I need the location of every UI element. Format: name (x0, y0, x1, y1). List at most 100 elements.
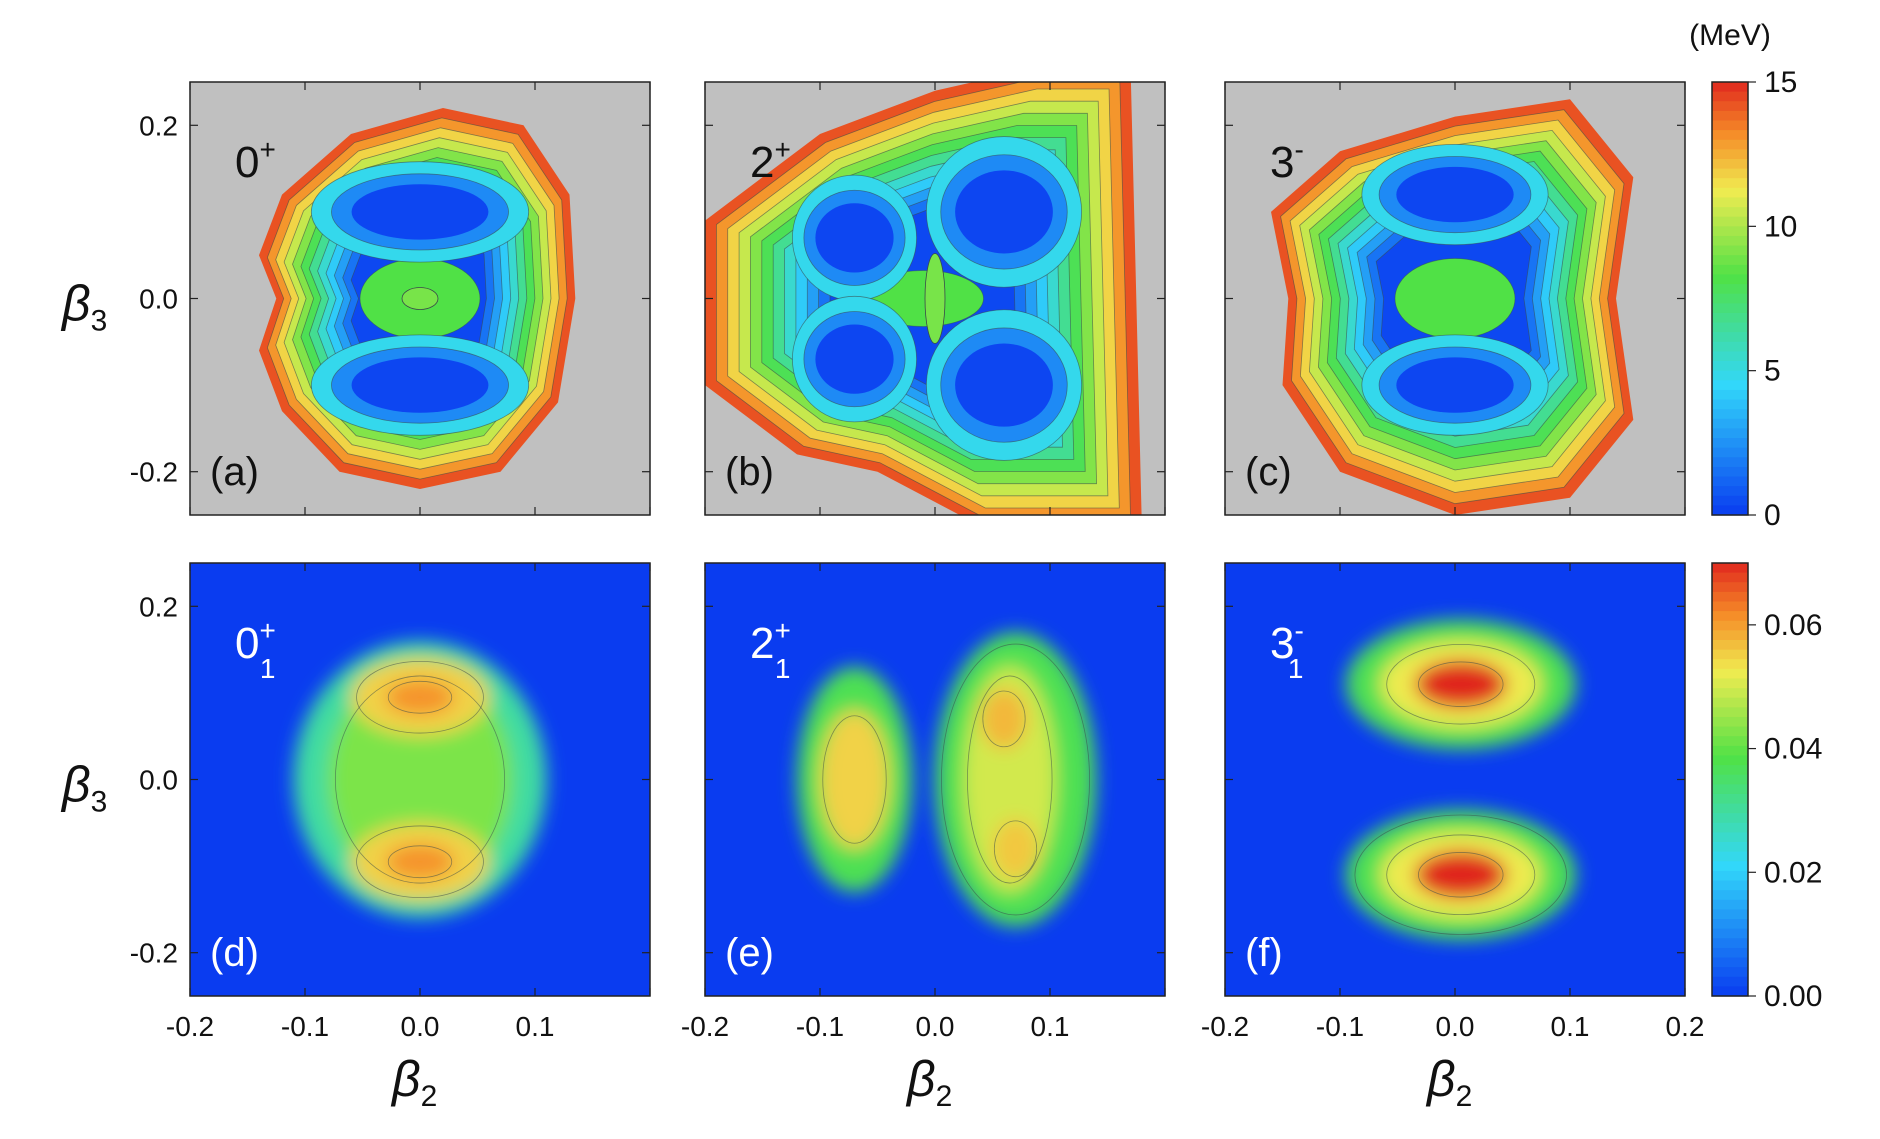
colorbar-step (1712, 82, 1748, 93)
colorbar-step (1712, 899, 1748, 910)
minimum (1396, 166, 1514, 223)
pes-panel-c (1225, 82, 1685, 515)
y-tick-label: 0.2 (139, 591, 178, 622)
state-parity: + (259, 615, 275, 646)
y-tick-label: -0.2 (130, 457, 178, 488)
minimum (955, 343, 1053, 427)
colorbar-step (1712, 707, 1748, 718)
minimum (351, 184, 489, 240)
pes-panel-b (705, 82, 1165, 515)
colorbar-step (1712, 745, 1748, 757)
y-axis-subscript: 3 (91, 786, 108, 819)
x-tick-label: 0.2 (1666, 1011, 1705, 1042)
x-tick-label: 0.1 (1031, 1011, 1070, 1042)
x-tick-label: 0.0 (916, 1011, 955, 1042)
colorbar-step (1712, 322, 1748, 333)
colorbar-step (1712, 890, 1748, 901)
colorbar-step (1712, 428, 1748, 439)
density-contour (1418, 852, 1504, 898)
state-label: 3- (1270, 134, 1304, 187)
colorbar-step (1712, 639, 1748, 651)
density-halo (293, 640, 547, 919)
colorbar-step (1712, 861, 1748, 872)
colorbar-step (1712, 909, 1748, 920)
colorbar-step (1712, 572, 1748, 583)
colorbar-step (1712, 389, 1748, 401)
panel-label: (e) (725, 931, 774, 975)
colorbar-step (1712, 139, 1748, 150)
colorbar-density: 0.06 0.04 0.02 0.00 (1711, 562, 1822, 1013)
state-index: 1 (1288, 653, 1304, 684)
state-value: 2 (750, 138, 774, 187)
colorbar-tick-label: 0.00 (1764, 980, 1822, 1013)
panel-label: (f) (1245, 931, 1283, 975)
x-axis-symbol: β (905, 1051, 936, 1107)
colorbar-step (1712, 630, 1748, 641)
x-axis-label: β2 (905, 1051, 952, 1113)
colorbar-step (1712, 380, 1748, 391)
density-region (992, 818, 1039, 880)
colorbar-energy: 15 10 5 0 (1711, 66, 1797, 532)
density-contour (993, 820, 1038, 878)
x-tick-label: -0.2 (681, 1011, 729, 1042)
colorbar-step (1712, 466, 1748, 478)
colorbar-step (1712, 457, 1748, 468)
colorbar-step (1712, 476, 1748, 487)
y-axis-label: β3 (60, 757, 107, 819)
colorbar-step (1712, 149, 1748, 160)
density-region (1414, 850, 1507, 900)
colorbar-step (1712, 120, 1748, 131)
x-tick-label: -0.1 (1316, 1011, 1364, 1042)
colorbar-step (1712, 774, 1748, 785)
colorbar-frame (1711, 81, 1749, 516)
y-tick-label: 0.0 (139, 765, 178, 796)
x-tick-label: -0.2 (166, 1011, 214, 1042)
density-contour (1386, 834, 1536, 915)
colorbar-step (1712, 947, 1748, 959)
state-value: 0 (235, 138, 259, 187)
x-axis-label: β2 (390, 1051, 437, 1113)
colorbar-step (1712, 928, 1748, 939)
local-maximum (401, 287, 439, 310)
colorbar-step (1712, 986, 1748, 997)
colorbar-tick-label: 0.02 (1764, 856, 1822, 889)
state-value: 0 (235, 619, 259, 668)
colorbar-step (1712, 91, 1748, 102)
panel-label: (a) (210, 450, 259, 494)
colorbar-step (1712, 197, 1748, 208)
colorbar-step (1712, 293, 1748, 304)
colorbar-step (1712, 255, 1748, 266)
colorbar-step (1712, 822, 1748, 834)
colorbar-step (1712, 235, 1748, 247)
colorbar-step (1712, 591, 1748, 603)
colorbar-step (1712, 438, 1748, 449)
density-contour (356, 825, 484, 899)
colorbar-step (1712, 668, 1748, 680)
density-contour (941, 643, 1090, 916)
y-tick-label: 0.0 (139, 284, 178, 315)
colorbar-step (1712, 697, 1748, 708)
x-tick-label: -0.1 (796, 1011, 844, 1042)
colorbar-step (1712, 726, 1748, 737)
density-panel-e (705, 563, 1165, 996)
colorbar-step (1712, 813, 1748, 824)
pes-panel-a (190, 82, 650, 515)
colorbar-step (1712, 226, 1748, 237)
state-value: 2 (750, 619, 774, 668)
state-parity: + (774, 615, 790, 646)
colorbar-step (1712, 312, 1748, 324)
colorbar-step (1712, 486, 1748, 497)
colorbar-step (1712, 409, 1748, 420)
density-halo (797, 632, 1096, 927)
density-contour (1354, 814, 1567, 935)
colorbar-step (1712, 803, 1748, 814)
colorbar-step (1712, 361, 1748, 372)
colorbar-step (1712, 563, 1748, 574)
colorbar-step (1712, 495, 1748, 506)
density-contour (387, 680, 453, 714)
colorbar-tick-label: 10 (1764, 210, 1797, 243)
colorbar-step (1712, 399, 1748, 410)
x-axis-label: β2 (1425, 1051, 1472, 1113)
density-halo (1345, 619, 1576, 940)
colorbar-step (1712, 765, 1748, 776)
